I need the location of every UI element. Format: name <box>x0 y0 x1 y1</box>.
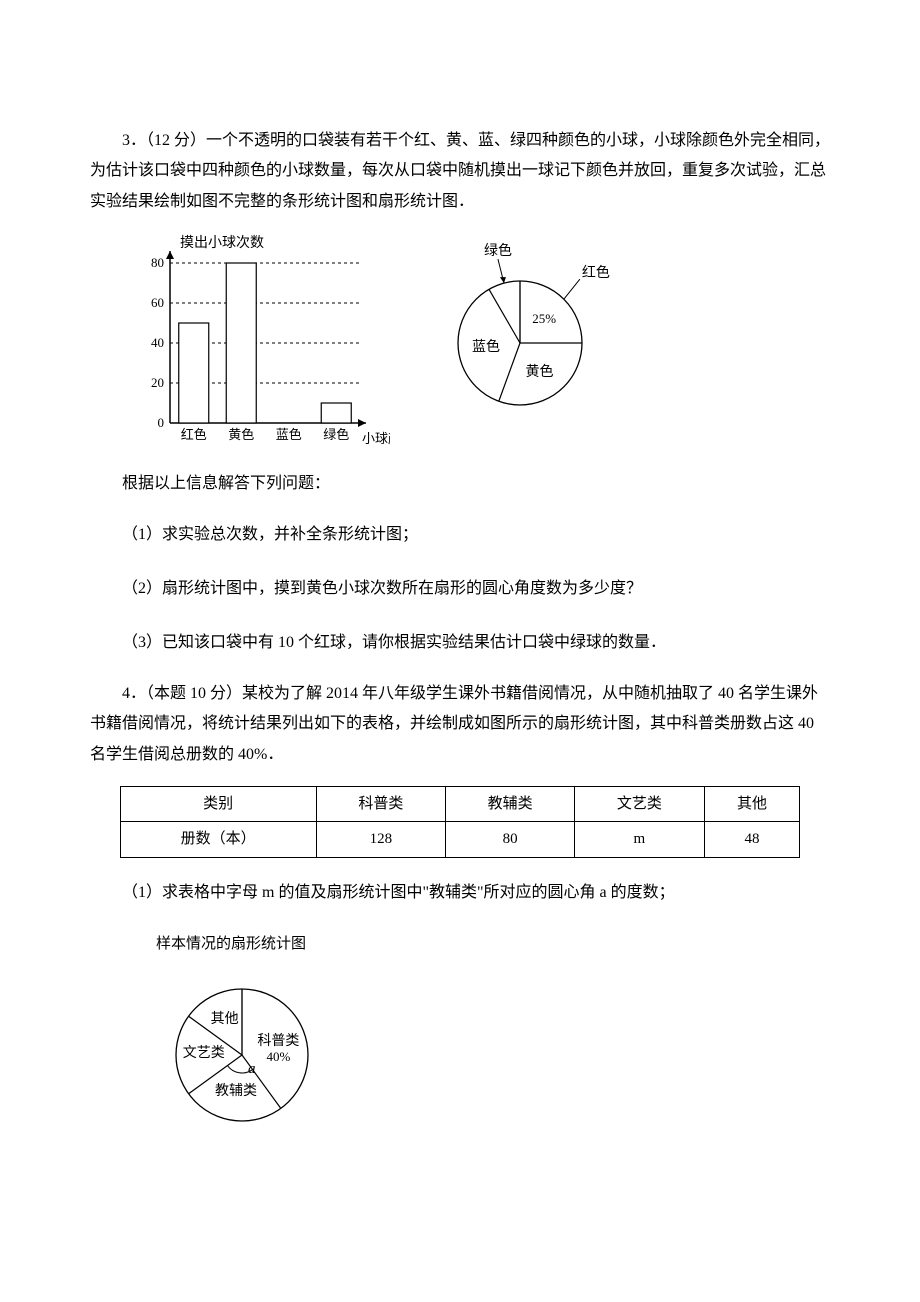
svg-text:教辅类: 教辅类 <box>215 1083 257 1099</box>
table-row: 类别 科普类 教辅类 文艺类 其他 <box>120 786 800 822</box>
table-header-cell: 其他 <box>704 786 800 822</box>
q4-prompt: 4．（本题 10 分）某校为了解 2014 年八年级学生课外书籍借阅情况，从中随… <box>90 679 830 770</box>
q4-table: 类别 科普类 教辅类 文艺类 其他 册数（本） 128 80 m 48 <box>120 786 801 858</box>
svg-text:蓝色: 蓝色 <box>276 427 302 442</box>
q3-sub1: （1）求实验总次数，并补全条形统计图； <box>122 516 830 554</box>
svg-text:40: 40 <box>151 335 164 350</box>
q3-sub3: （3）已知该口袋中有 10 个红球，请你根据实验结果估计口袋中绿球的数量． <box>122 624 830 662</box>
table-cell: 册数（本） <box>120 822 316 858</box>
svg-text:黄色: 黄色 <box>526 363 554 380</box>
svg-text:蓝色: 蓝色 <box>472 338 500 355</box>
table-cell: 128 <box>316 822 445 858</box>
svg-text:绿色: 绿色 <box>323 427 349 442</box>
svg-text:红色: 红色 <box>582 264 610 281</box>
svg-text:20: 20 <box>151 375 164 390</box>
svg-text:a: a <box>248 1061 256 1077</box>
table-row: 册数（本） 128 80 m 48 <box>120 822 800 858</box>
svg-text:40%: 40% <box>266 1049 290 1064</box>
svg-text:60: 60 <box>151 295 164 310</box>
q4-pie-chart: 科普类40% 教辅类 a 文艺类 其他 <box>150 963 340 1143</box>
svg-text:摸出小球次数: 摸出小球次数 <box>180 235 264 251</box>
q3-charts-row: 020406080摸出小球次数红色黄色蓝色绿色小球颜色 红色25%黄色蓝色绿色 <box>130 233 830 453</box>
svg-text:25%: 25% <box>532 311 556 326</box>
table-cell: 48 <box>704 822 800 858</box>
table-header-cell: 教辅类 <box>445 786 574 822</box>
page: 3．（12 分）一个不透明的口袋装有若干个红、黄、蓝、绿四种颜色的小球，小球除颜… <box>0 0 920 1194</box>
svg-text:0: 0 <box>158 415 165 430</box>
q3-after-charts: 根据以上信息解答下列问题： <box>90 469 830 499</box>
table-header-cell: 文艺类 <box>575 786 704 822</box>
q4-pie-wrap: 样本情况的扇形统计图 科普类40% 教辅类 a 文艺类 其他 <box>150 930 830 1154</box>
q4-pie-title: 样本情况的扇形统计图 <box>156 930 830 959</box>
svg-text:其他: 其他 <box>211 1011 239 1027</box>
table-header-cell: 类别 <box>120 786 316 822</box>
q4-sub1: （1）求表格中字母 m 的值及扇形统计图中"教辅类"所对应的圆心角 a 的度数； <box>122 874 830 912</box>
q3-bar-chart: 0 20 40 60 80 摸出小球次数红色 黄色 蓝色 绿色小球颜色 <box>130 233 390 453</box>
svg-text:文艺类: 文艺类 <box>183 1045 225 1061</box>
q3-sub2: （2）扇形统计图中，摸到黄色小球次数所在扇形的圆心角度数为多少度？ <box>122 570 830 608</box>
svg-text:科普类: 科普类 <box>257 1033 299 1049</box>
table-cell: 80 <box>445 822 574 858</box>
q3-prompt: 3．（12 分）一个不透明的口袋装有若干个红、黄、蓝、绿四种颜色的小球，小球除颜… <box>90 126 830 217</box>
svg-text:黄色: 黄色 <box>228 427 254 442</box>
svg-text:绿色: 绿色 <box>484 242 512 259</box>
svg-text:80: 80 <box>151 255 164 270</box>
q3-pie-chart: 红色 25% 黄色 蓝色 绿色 <box>410 233 640 433</box>
table-header-cell: 科普类 <box>316 786 445 822</box>
svg-text:小球颜色: 小球颜色 <box>362 431 390 446</box>
table-cell: m <box>575 822 704 858</box>
svg-text:红色: 红色 <box>181 427 207 442</box>
